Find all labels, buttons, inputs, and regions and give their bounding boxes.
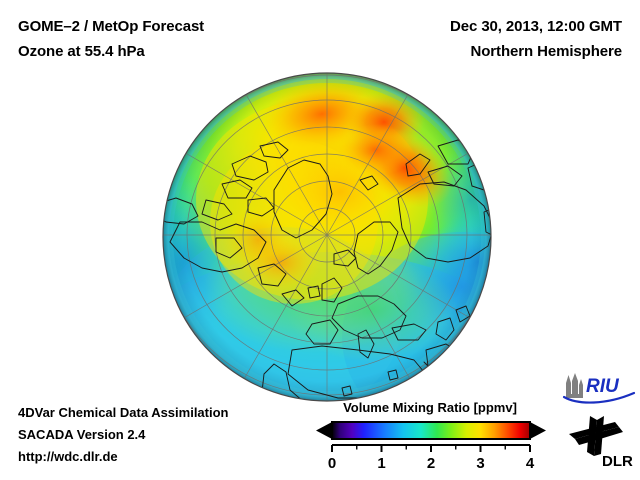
coastlines bbox=[163, 139, 491, 401]
dlr-mark-icon bbox=[569, 416, 623, 456]
species-level-title: Ozone at 55.4 hPa bbox=[18, 43, 145, 60]
globe-outline bbox=[162, 72, 492, 402]
riu-swoosh bbox=[562, 391, 636, 404]
hemisphere-label: Northern Hemisphere bbox=[470, 43, 623, 60]
colorbar-major-ticks bbox=[331, 445, 531, 452]
colorbar-tick-0: 0 bbox=[328, 455, 336, 471]
website-url[interactable]: http://wdc.dlr.de bbox=[18, 449, 118, 464]
colorbar-tick-2: 2 bbox=[427, 455, 435, 471]
riu-logo: RIU bbox=[560, 372, 638, 406]
header-left-block: GOME–2 / MetOp Forecast Ozone at 55.4 hP… bbox=[18, 14, 358, 64]
instrument-title: GOME–2 / MetOp Forecast bbox=[18, 18, 205, 35]
colorbar-tick-4: 4 bbox=[526, 455, 535, 471]
colorbar-title: Volume Mixing Ratio [ppmv] bbox=[343, 400, 517, 415]
footer-left-block: 4DVar Chemical Data Assimilation SACADA … bbox=[18, 402, 318, 468]
colorbar-tick-labels: 0 1 2 3 4 bbox=[328, 455, 535, 471]
colorbar-gradient bbox=[332, 422, 530, 439]
dlr-logo: DLR bbox=[566, 414, 636, 472]
method-label: 4DVar Chemical Data Assimilation bbox=[18, 405, 229, 420]
riu-logo-text: RIU bbox=[586, 376, 620, 397]
colorbar-right-arrow bbox=[530, 422, 546, 439]
globe-map bbox=[162, 72, 492, 402]
datetime-label: Dec 30, 2013, 12:00 GMT bbox=[450, 18, 622, 35]
header-right-block: Dec 30, 2013, 12:00 GMT Northern Hemisph… bbox=[302, 14, 622, 64]
dlr-logo-text: DLR bbox=[602, 453, 633, 470]
colorbar-left-arrow bbox=[316, 422, 332, 439]
colorbar-frame bbox=[331, 421, 531, 440]
cathedral-spires-icon bbox=[566, 373, 583, 398]
colorbar: Volume Mixing Ratio [ppmv] bbox=[312, 400, 548, 472]
colorbar-minor-ticks bbox=[356, 445, 506, 450]
colorbar-tick-3: 3 bbox=[476, 455, 484, 471]
version-label: SACADA Version 2.4 bbox=[18, 427, 146, 442]
colorbar-tick-1: 1 bbox=[377, 455, 385, 471]
